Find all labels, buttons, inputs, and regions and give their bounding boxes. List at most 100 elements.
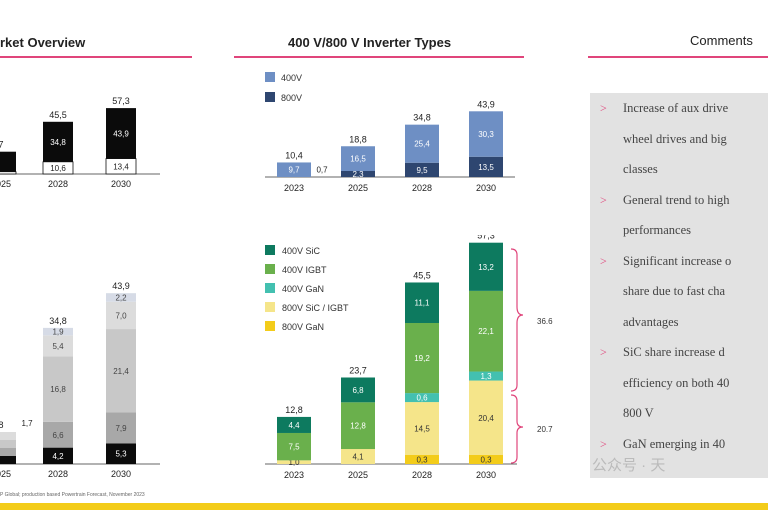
comment-line: Significant increase o xyxy=(623,253,732,268)
market-top-bar-label: 43,9 xyxy=(113,129,129,138)
inverter-top-label-800v: 13,5 xyxy=(478,163,494,172)
inverter-bottom-label: 0,3 xyxy=(416,456,428,465)
legend-label-400v-gan: 400V GaN xyxy=(282,284,324,294)
market-bottom-total: 43,9 xyxy=(112,281,130,291)
footer-bar xyxy=(0,503,768,510)
inverter-bottom-bar-segment xyxy=(469,371,503,381)
comment-line: performances xyxy=(623,223,692,237)
inverter-bottom-bar-segment xyxy=(341,402,375,450)
inverter-bottom-bar-segment xyxy=(405,402,439,455)
market-top-bar-label: 10,6 xyxy=(50,164,66,173)
inverter-title-rule xyxy=(234,56,524,58)
inverter-top-label-800v: 2,3 xyxy=(352,170,364,179)
inverter-bottom-category: 2023 xyxy=(284,470,304,480)
comment-bullet-marker: > xyxy=(600,436,607,451)
inverter-bottom-bar-segment xyxy=(277,416,311,433)
legend-swatch-800v-sic-igbt xyxy=(265,302,275,312)
market-top-category: 2030 xyxy=(111,179,131,189)
market-top-bar-lower xyxy=(0,171,17,175)
market-bottom-label: 5,4 xyxy=(52,342,64,351)
comment-line: 800 V xyxy=(623,406,654,420)
inverter-top-total: 10,4 xyxy=(285,150,303,160)
market-top-category: 2025 xyxy=(0,179,11,189)
inverter-bottom-label: 13,2 xyxy=(478,263,494,272)
market-top-total: 45,5 xyxy=(49,110,67,120)
comment-bullet-marker: > xyxy=(600,345,607,359)
market-bottom-label: 2,2 xyxy=(115,293,127,302)
market-top-total: 7 xyxy=(0,140,4,150)
comment-line: efficiency on both 40 xyxy=(623,375,730,390)
inverter-top-category: 2028 xyxy=(412,183,432,193)
legend-label-800v: 800V xyxy=(281,93,302,103)
legend-label-400v-igbt: 400V IGBT xyxy=(282,265,327,275)
inverter-bottom-total: 45,5 xyxy=(413,270,431,280)
inverter-bottom-bar-segment xyxy=(277,460,311,464)
market-bottom-bar-segment xyxy=(106,412,136,444)
comments-title: Comments xyxy=(690,33,753,48)
market-bottom-bar-segment xyxy=(106,301,136,330)
legend-swatch-400v xyxy=(265,72,275,82)
inverter-top-bar-400v xyxy=(277,162,311,177)
inverter-bottom-bar-segment xyxy=(341,449,375,464)
market-bottom-bar-segment xyxy=(0,448,16,456)
source-note: P Global; production based Powertrain Fo… xyxy=(0,492,145,498)
market-bottom-label: 6,6 xyxy=(52,431,64,440)
market-bottom-label: 21,4 xyxy=(113,367,129,376)
market-bottom-bar-segment xyxy=(43,356,73,422)
inverter-top-label-400v: 30,3 xyxy=(478,130,494,139)
inverter-top-total: 43,9 xyxy=(477,99,495,109)
inverter-bottom-bar-segment xyxy=(469,290,503,372)
inverter-bottom-bar-segment xyxy=(277,432,311,461)
inverter-bottom-total: 23,7 xyxy=(349,365,367,375)
inverter-bottom-bar-segment xyxy=(469,380,503,455)
bracket-label-upper: 36.6 xyxy=(537,317,553,326)
inverter-bottom-total: 12,8 xyxy=(285,405,303,415)
comment-line: advantages xyxy=(623,314,679,329)
market-bottom-chart: 1,7 8 2025 4,2 6,6 16,8 5,4 1,9 34,8 2028 5,3 7,9 21… xyxy=(0,281,160,479)
inverter-bottom-label: 4,1 xyxy=(352,453,364,462)
inverter-top-bar-400v xyxy=(469,111,503,157)
inverter-bottom-label: 0,6 xyxy=(416,394,428,403)
legend-swatch-400v-igbt xyxy=(265,264,275,274)
market-bottom-bar-segment xyxy=(106,293,136,302)
market-bottom-bar-segment xyxy=(43,421,73,448)
market-overview-title: rket Overview xyxy=(0,35,86,50)
market-bottom-category: 2025 xyxy=(0,469,11,479)
comment-line: share due to fast cha xyxy=(623,284,726,298)
market-bottom-category: 2030 xyxy=(111,469,131,479)
market-bottom-total: 8 xyxy=(0,420,4,430)
inverter-bottom-label: 1,3 xyxy=(480,372,492,381)
comment-line: wheel drives and big xyxy=(623,131,727,146)
legend-label-800v-gan: 800V GaN xyxy=(282,322,324,332)
inverter-top-label-400v: 9,7 xyxy=(288,166,300,175)
inverter-bottom-category: 2028 xyxy=(412,470,432,480)
market-bottom-bar-segment xyxy=(43,447,73,464)
market-bottom-label: 16,8 xyxy=(50,385,66,394)
inverter-top-category: 2023 xyxy=(284,183,304,193)
inverter-top-label-800v: 9,5 xyxy=(416,166,428,175)
inverter-bottom-bar-segment xyxy=(469,455,503,464)
market-top-bar-label: 13,4 xyxy=(113,162,129,171)
inverter-bottom-label: 4,4 xyxy=(288,421,300,430)
inverter-bottom-bar-segment xyxy=(405,322,439,394)
inverter-top-chart: 400V 800V 9,7 0,7 10,4 2023 2,3 16,5 18,8 2025 9… xyxy=(265,72,515,193)
inverter-bottom-label: 12,8 xyxy=(350,422,366,431)
inverter-bottom-bar-segment xyxy=(405,282,439,323)
market-bottom-label: 1,9 xyxy=(52,328,64,337)
comments-panel xyxy=(590,93,768,478)
legend-swatch-800v xyxy=(265,92,275,102)
market-bottom-bar-segment xyxy=(43,335,73,357)
watermark-text: 公众号 · 天 xyxy=(592,457,666,474)
inverter-top-category: 2030 xyxy=(476,183,496,193)
inverter-top-bar-800v xyxy=(469,156,503,177)
inverter-bottom-bar-segment xyxy=(405,393,439,403)
inverter-top-bar-800v xyxy=(405,162,439,177)
inverter-top-label-400v: 16,5 xyxy=(350,155,366,164)
market-bottom-bar-segment xyxy=(106,329,136,413)
market-bottom-total: 34,8 xyxy=(49,316,67,326)
inverter-top-category: 2025 xyxy=(348,183,368,193)
market-bottom-category: 2028 xyxy=(48,469,68,479)
inverter-bottom-label: 7,5 xyxy=(288,443,300,452)
market-bottom-bar-segment xyxy=(0,456,16,464)
legend-swatch-400v-sic xyxy=(265,245,275,255)
